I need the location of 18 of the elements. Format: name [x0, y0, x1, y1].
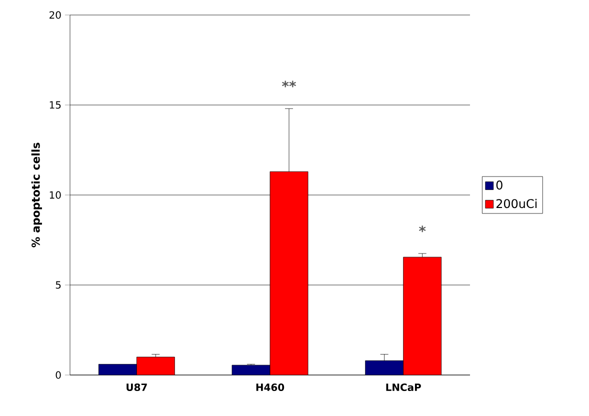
y-tick-label: 15: [50, 101, 61, 109]
x-tick-label: LNCaP: [386, 384, 421, 392]
y-axis-title: % apoptotic cells: [31, 142, 42, 248]
annotation: **: [282, 80, 296, 88]
legend-label: 0: [496, 180, 502, 190]
bar: [403, 256, 442, 375]
y-tick-label: 0: [56, 371, 61, 379]
annotation: *: [418, 226, 426, 232]
y-tick-label: 20: [50, 11, 61, 19]
y-tick-label: 5: [56, 281, 61, 289]
x-tick-label: H460: [256, 384, 284, 392]
y-tick-label: 10: [50, 191, 61, 199]
bar: [365, 360, 404, 375]
legend-label: 200uCi: [496, 198, 537, 208]
bar: [270, 172, 308, 375]
x-tick-label: U87: [126, 384, 147, 392]
bar: [136, 357, 175, 375]
bar: [98, 364, 137, 375]
